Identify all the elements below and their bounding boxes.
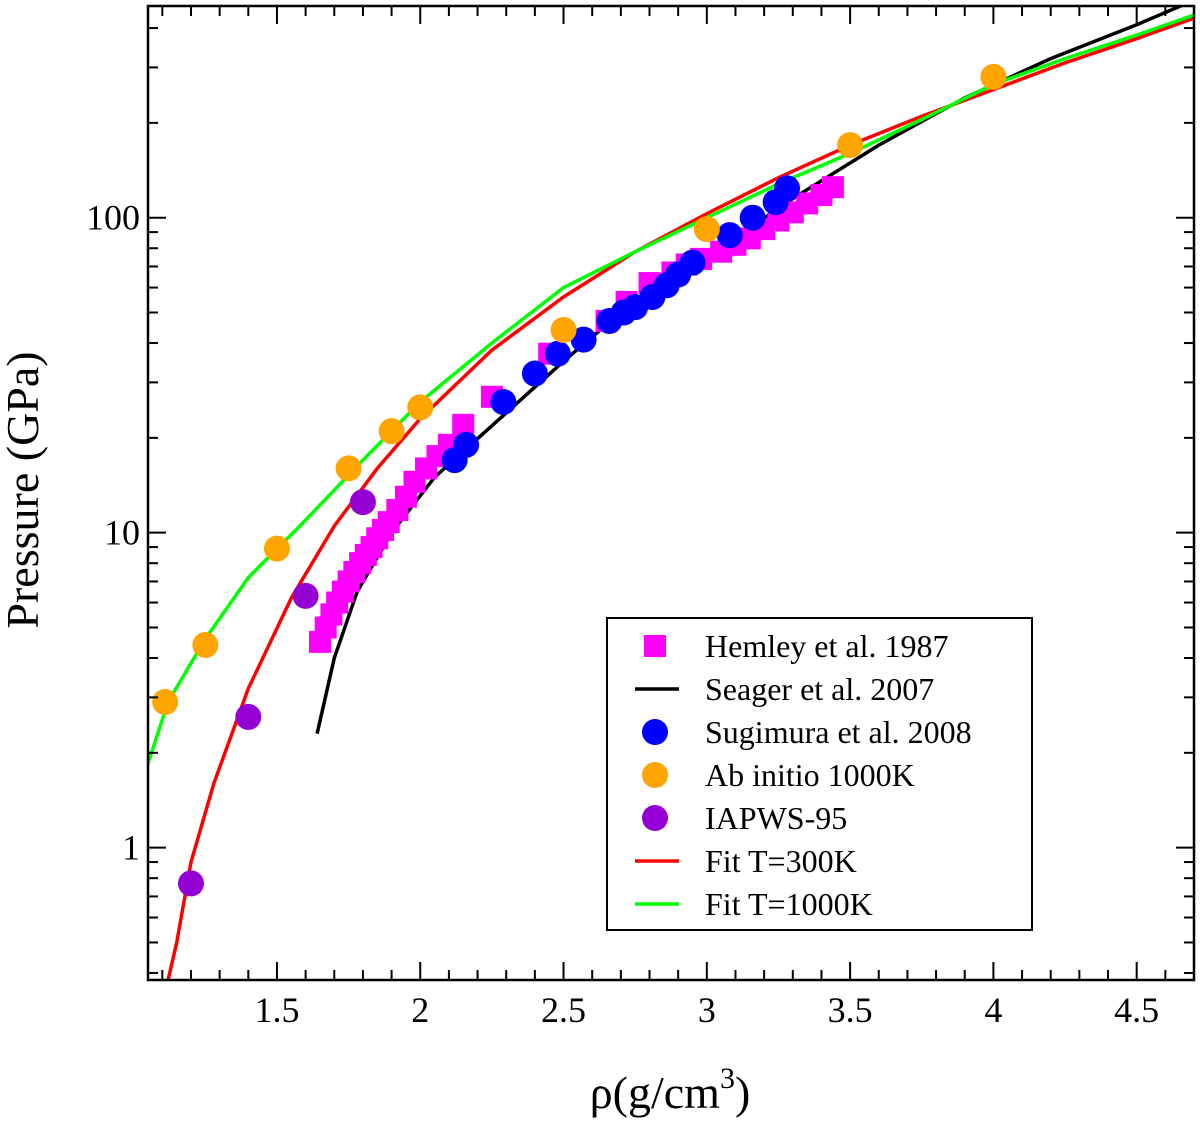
x-tick-label: 2.5 (541, 990, 586, 1030)
point-ab-initio-1000k (263, 535, 290, 562)
legend-label-iapws-95: IAPWS-95 (705, 800, 847, 836)
point-ab-initio-1000k (407, 394, 434, 421)
point-sugimura-et-al-2008 (521, 360, 548, 387)
legend-marker-sugimura-et-al-2008 (642, 719, 668, 745)
legend-marker-iapws-95 (642, 805, 668, 831)
x-axis-title-close: ) (735, 1067, 750, 1118)
point-iapws-95 (177, 870, 204, 897)
plot-frame (146, 4, 1196, 982)
x-tick-label: 3 (698, 990, 716, 1030)
x-tick-label: 2 (411, 990, 429, 1030)
y-tick-label: 100 (86, 198, 140, 238)
point-ab-initio-1000k (335, 455, 362, 482)
point-ab-initio-1000k (152, 688, 179, 715)
legend-label-fit-t-300k: Fit T=300K (705, 843, 857, 879)
series-line-fit-t-300k (166, 16, 1194, 980)
point-sugimura-et-al-2008 (739, 204, 766, 231)
point-sugimura-et-al-2008 (679, 249, 706, 276)
point-hemley-et-al-1987 (452, 413, 475, 436)
point-ab-initio-1000k (837, 132, 864, 159)
point-ab-initio-1000k (378, 418, 405, 445)
point-sugimura-et-al-2008 (570, 326, 597, 353)
x-axis-title: ρ(g/cm3) (590, 1062, 751, 1118)
x-axis-title-main: ρ(g/cm (590, 1067, 720, 1118)
point-hemley-et-al-1987 (821, 176, 844, 199)
point-sugimura-et-al-2008 (490, 388, 517, 415)
legend-box (606, 617, 1033, 931)
point-sugimura-et-al-2008 (716, 222, 743, 249)
x-tick-label: 1.5 (254, 990, 299, 1030)
legend-label-hemley-et-al-1987: Hemley et al. 1987 (705, 628, 948, 664)
y-tick-label: 1 (122, 828, 140, 868)
point-ab-initio-1000k (693, 216, 720, 243)
point-iapws-95 (349, 489, 376, 516)
legend-label-fit-t-1000k: Fit T=1000K (705, 886, 873, 922)
x-tick-label: 3.5 (828, 990, 873, 1030)
legend-label-seager-et-al-2007: Seager et al. 2007 (705, 671, 934, 707)
point-iapws-95 (235, 703, 262, 730)
y-axis-title: Pressure (GPa) (0, 351, 48, 628)
x-tick-label: 4.5 (1114, 990, 1159, 1030)
legend: Hemley et al. 1987 Seager et al. 2007 Sugi… (606, 617, 1033, 931)
axes: 1.5 2 2.5 3 3.5 4 4.5 1 10 100 (86, 4, 1196, 1030)
point-sugimura-et-al-2008 (544, 340, 571, 367)
legend-marker-ab-initio-1000k (642, 762, 668, 788)
point-sugimura-et-al-2008 (453, 431, 480, 458)
point-sugimura-et-al-2008 (774, 175, 801, 202)
y-tick-label: 10 (104, 513, 140, 553)
point-ab-initio-1000k (192, 631, 219, 658)
legend-label-sugimura-et-al-2008: Sugimura et al. 2008 (705, 714, 972, 750)
point-ab-initio-1000k (980, 63, 1007, 90)
point-ab-initio-1000k (550, 316, 577, 343)
plot-markers (152, 63, 1007, 897)
x-tick-label: 4 (984, 990, 1002, 1030)
point-iapws-95 (292, 582, 319, 609)
x-axis-title-sup: 3 (720, 1062, 735, 1095)
legend-label-ab-initio-1000k: Ab initio 1000K (705, 757, 915, 793)
legend-marker-hemley-et-al-1987 (644, 635, 666, 657)
